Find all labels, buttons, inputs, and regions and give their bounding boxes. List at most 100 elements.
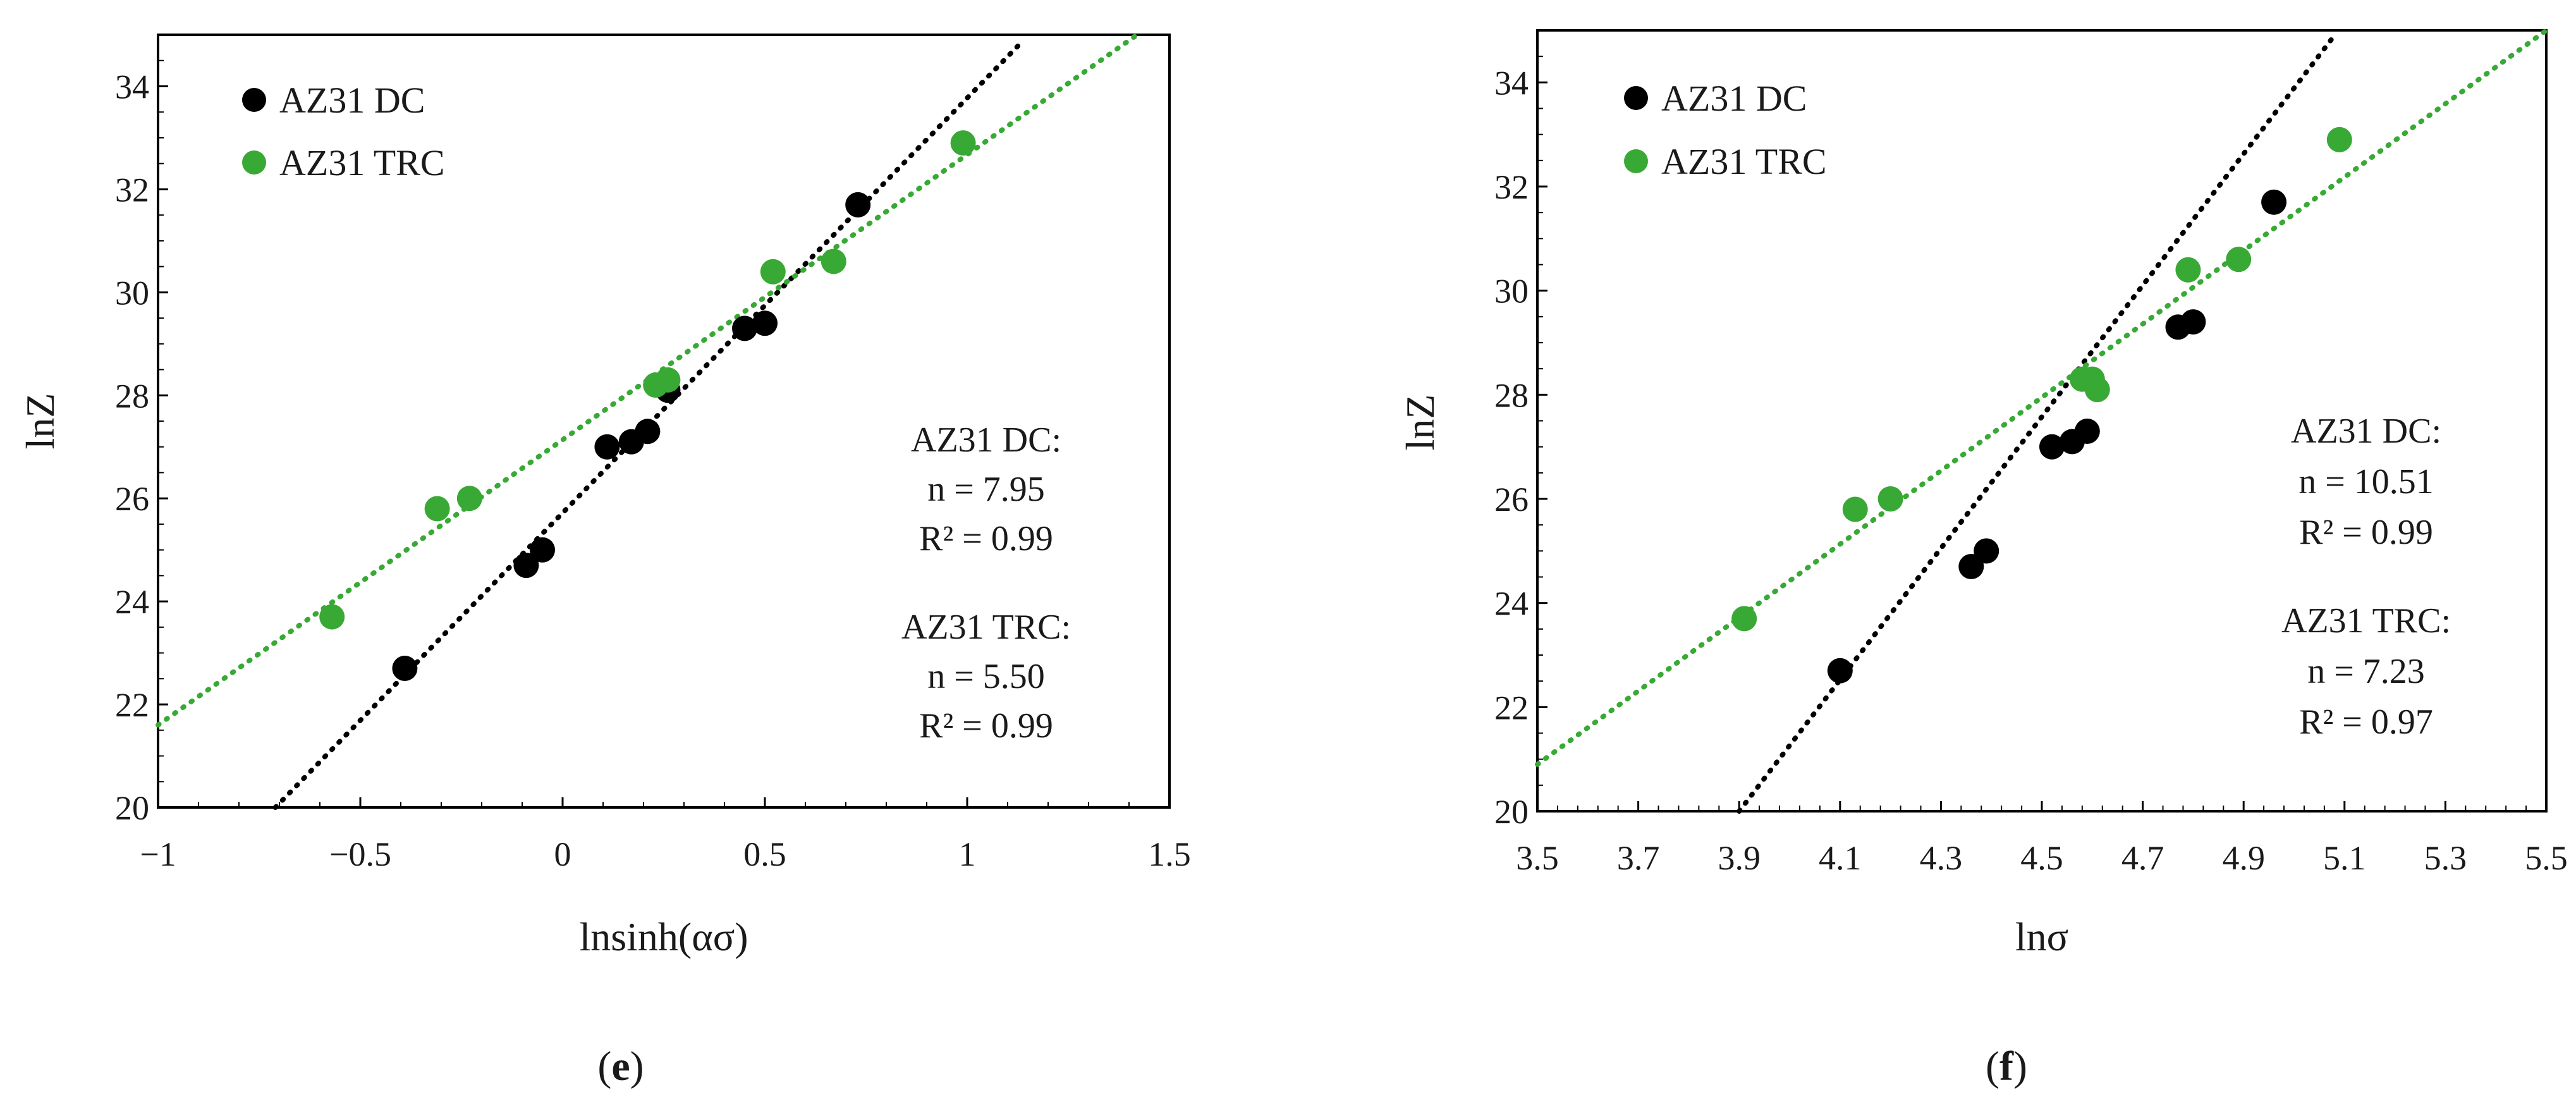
x-gridticks: −1 −0.5 0 0.5 1 1.5 [140, 797, 1191, 873]
y-axis-title: lnZ [1398, 395, 1443, 451]
x-tick-label: 5.1 [2323, 839, 2366, 877]
x-tick-label: 4.1 [1819, 839, 1862, 877]
x-tick-label: 3.5 [1516, 839, 1559, 877]
data-point-trc [1842, 496, 1868, 522]
fit-line-dc [1737, 33, 2337, 814]
data-point-trc [655, 367, 681, 393]
panel-label-e: (e) [597, 1043, 644, 1089]
data-point-trc [1877, 486, 1903, 512]
y-gridticks: 20 22 24 26 28 30 32 34 [1494, 30, 1547, 831]
x-axis-title: lnσ [2015, 914, 2068, 959]
annotation-trc-n: n = 5.50 [927, 657, 1045, 696]
y-tick-label: 26 [1494, 481, 1529, 518]
data-point-dc [1974, 538, 1999, 564]
legend-label-dc: AZ31 DC [279, 80, 425, 121]
x-tick-label: −1 [140, 835, 176, 873]
annotation-dc-title: AZ31 DC: [911, 420, 1061, 460]
y-tick-label: 28 [115, 377, 149, 415]
data-point-trc [760, 259, 786, 285]
y-tick-label: 34 [115, 68, 149, 106]
y-tick-label: 30 [1494, 273, 1529, 310]
legend-marker-dc [242, 88, 266, 112]
data-point-dc [594, 434, 620, 460]
data-point-dc [2039, 434, 2065, 460]
annotation-dc-title: AZ31 DC: [2291, 412, 2441, 451]
annotation-trc-title: AZ31 TRC: [2281, 601, 2451, 641]
y-gridticks: 20 22 24 26 28 30 32 34 [115, 34, 168, 827]
data-point-dc [2261, 189, 2287, 215]
data-point-trc [2084, 377, 2110, 403]
data-point-trc [950, 130, 976, 156]
x-tick-label: 4.3 [1920, 839, 1963, 877]
data-point-dc [513, 553, 539, 579]
y-tick-label: 28 [1494, 376, 1529, 414]
data-point-trc [319, 604, 345, 630]
y-tick-label: 22 [115, 686, 149, 724]
annotation-dc-r2: R² = 0.99 [2299, 513, 2433, 552]
y-tick-label: 34 [1494, 64, 1529, 102]
x-tick-label: 0.5 [743, 835, 786, 873]
panel-letter-f: f [1999, 1043, 2014, 1089]
legend-marker-trc [242, 150, 266, 175]
legend-marker-trc [1624, 149, 1648, 173]
x-tick-label: −0.5 [329, 835, 391, 873]
legend: AZ31 DC AZ31 TRC [1624, 78, 1827, 182]
annotation-dc-n: n = 10.51 [2298, 462, 2434, 501]
x-tick-label: 5.5 [2525, 839, 2568, 877]
legend-label-trc: AZ31 TRC [1661, 141, 1827, 182]
data-point-trc [456, 486, 482, 512]
y-axis-title: lnZ [18, 393, 63, 450]
data-point-dc [635, 419, 661, 445]
panel-label-f: (f) [1986, 1043, 2027, 1089]
x-tick-label: 3.9 [1718, 839, 1761, 877]
legend-marker-dc [1624, 86, 1648, 110]
x-tick-label: 5.3 [2424, 839, 2467, 877]
annotation-trc-n: n = 7.23 [2307, 652, 2425, 691]
annotation-trc: AZ31 TRC: n = 5.50 R² = 0.99 [901, 608, 1071, 745]
panel-f: 20 22 24 26 28 30 32 34 3.5 3.7 3.9 4.1 4.3 4.5 4.7 4.… [1398, 28, 2568, 1089]
x-tick-label: 1.5 [1148, 835, 1191, 873]
data-point-dc [2074, 418, 2100, 444]
data-points [319, 130, 976, 682]
annotation-dc: AZ31 DC: n = 7.95 R² = 0.99 [911, 420, 1061, 558]
annotation-dc-r2: R² = 0.99 [919, 519, 1053, 558]
data-point-trc [424, 496, 450, 522]
annotation-dc-n: n = 7.95 [927, 470, 1045, 509]
panel-letter-e: e [611, 1043, 630, 1089]
x-tick-label: 4.7 [2121, 839, 2164, 877]
y-tick-label: 24 [1494, 585, 1529, 623]
y-tick-label: 24 [115, 583, 149, 621]
data-point-trc [2175, 257, 2201, 283]
x-tick-label: 0 [554, 835, 571, 873]
y-tick-label: 32 [1494, 168, 1529, 206]
annotation-trc-title: AZ31 TRC: [901, 608, 1071, 647]
data-point-dc [732, 316, 757, 341]
y-tick-label: 26 [115, 480, 149, 518]
x-tick-label: 3.7 [1617, 839, 1660, 877]
y-tick-label: 30 [115, 274, 149, 312]
x-gridticks: 3.5 3.7 3.9 4.1 4.3 4.5 4.7 4.9 5.1 5.3 5.5 [1516, 801, 2568, 877]
data-point-trc [821, 248, 846, 274]
y-tick-label: 20 [1494, 793, 1529, 831]
legend-label-trc: AZ31 TRC [279, 142, 445, 183]
data-point-dc [2180, 309, 2206, 335]
x-axis-title: lnsinh(ασ) [579, 914, 748, 959]
annotation-trc-r2: R² = 0.99 [919, 706, 1053, 745]
data-point-trc [2326, 126, 2352, 152]
data-point-dc [845, 192, 871, 218]
annotation-trc: AZ31 TRC: n = 7.23 R² = 0.97 [2281, 601, 2451, 742]
data-point-dc [530, 537, 555, 563]
data-point-trc [2226, 247, 2252, 273]
fit-line-trc [1535, 28, 2549, 767]
data-point-dc [392, 656, 418, 682]
data-point-trc [1731, 606, 1757, 632]
x-tick-label: 4.5 [2020, 839, 2063, 877]
panel-e: 20 22 24 26 28 30 32 34 −1 −0.5 0 0.5 1 1.5 lnZ lnsi… [18, 32, 1191, 1089]
data-point-dc [1958, 554, 1984, 580]
x-tick-label: 4.9 [2222, 839, 2265, 877]
data-point-dc [752, 310, 778, 336]
annotation-trc-r2: R² = 0.97 [2299, 702, 2433, 742]
legend-label-dc: AZ31 DC [1661, 78, 1807, 119]
x-tick-label: 1 [959, 835, 976, 873]
